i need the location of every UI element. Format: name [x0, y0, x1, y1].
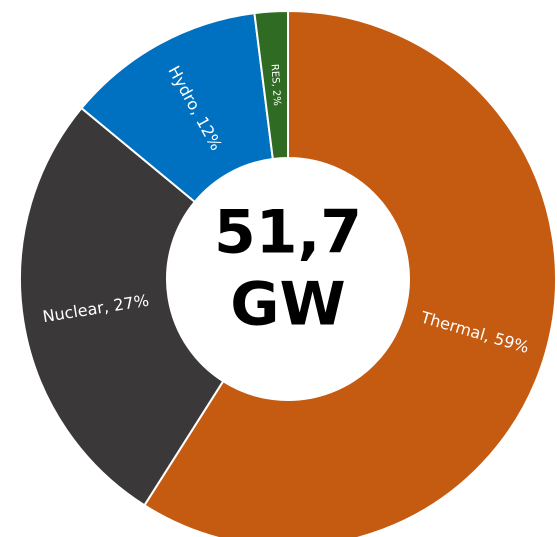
slice — [143, 9, 557, 537]
center-unit: GW — [230, 270, 345, 340]
slice — [253, 9, 289, 161]
center-value: 51,7 — [214, 198, 362, 268]
slice — [19, 106, 225, 507]
slice-label: RES, 2% — [268, 64, 282, 106]
slice — [80, 11, 274, 204]
donut — [19, 9, 557, 537]
